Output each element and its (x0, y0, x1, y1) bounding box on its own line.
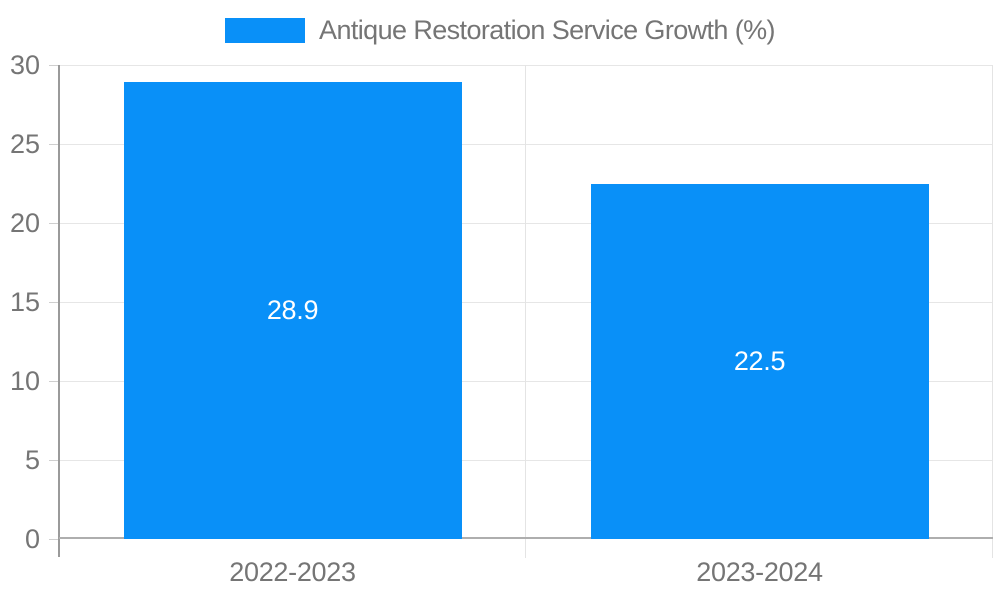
gridline (59, 301, 993, 303)
bar-value-label: 28.9 (266, 295, 319, 326)
legend: Antique Restoration Service Growth (%) (0, 15, 1000, 46)
legend-label: Antique Restoration Service Growth (%) (319, 15, 776, 45)
y-axis-tick (49, 459, 59, 461)
y-axis-tick (49, 538, 59, 540)
y-axis-tick-label: 15 (9, 287, 40, 317)
y-axis-line (58, 65, 60, 557)
y-axis-tick-label: 30 (9, 50, 40, 80)
y-axis-tick (49, 143, 59, 145)
gridline (59, 222, 993, 224)
y-axis-tick-label: 0 (24, 524, 40, 554)
y-axis-tick (49, 222, 59, 224)
legend-swatch (225, 18, 306, 43)
plot-right-border (992, 65, 993, 558)
y-axis-tick (49, 64, 59, 66)
x-axis-line (59, 537, 993, 539)
y-axis-tick (49, 301, 59, 303)
y-axis-tick (49, 380, 59, 382)
y-axis-tick-label: 10 (9, 366, 40, 396)
x-axis-label: 2023-2024 (696, 557, 823, 587)
y-axis-tick-label: 25 (9, 129, 40, 159)
x-axis-label: 2022-2023 (229, 557, 356, 587)
gridline (59, 64, 993, 66)
gridline (59, 143, 993, 145)
y-axis-tick-label: 5 (24, 445, 40, 475)
gridline (59, 459, 993, 461)
y-axis-tick-label: 20 (9, 208, 40, 238)
plot-area: 28.9 22.5 (49, 64, 993, 558)
gridline (59, 380, 993, 382)
bar: 22.5 (590, 183, 929, 539)
bar: 28.9 (123, 82, 462, 539)
bar-value-label: 22.5 (733, 345, 786, 376)
category-separator (525, 65, 526, 558)
